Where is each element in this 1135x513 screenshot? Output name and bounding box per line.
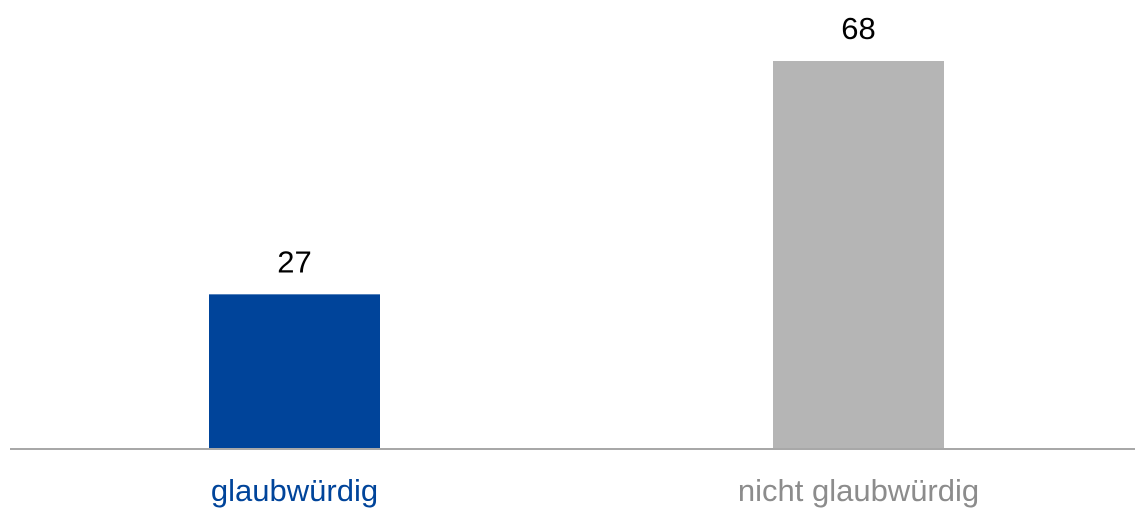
x-tick-label: nicht glaubwürdig [738,473,979,508]
value-label: 27 [277,245,311,280]
x-tick-label: glaubwürdig [211,473,378,508]
bar [773,61,944,448]
value-label: 68 [841,11,875,46]
bar [209,294,380,448]
